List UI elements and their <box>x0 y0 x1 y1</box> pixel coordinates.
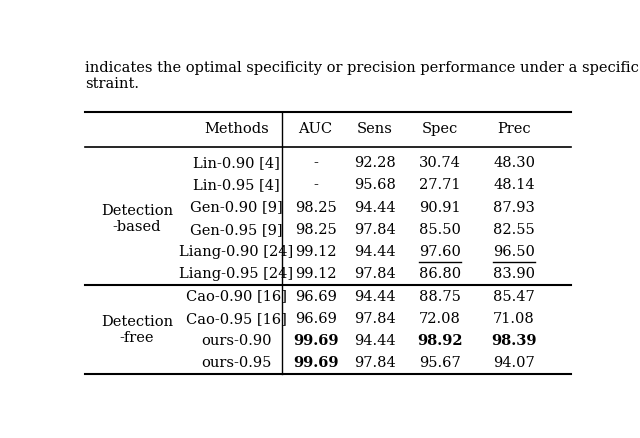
Text: 30.74: 30.74 <box>419 156 461 170</box>
Text: Liang-0.95 [24]: Liang-0.95 [24] <box>179 267 293 281</box>
Text: Prec: Prec <box>497 123 531 137</box>
Text: Lin-0.90 [4]: Lin-0.90 [4] <box>193 156 280 170</box>
Text: 97.84: 97.84 <box>355 312 396 326</box>
Text: 95.68: 95.68 <box>354 178 396 192</box>
Text: 97.84: 97.84 <box>355 357 396 371</box>
Text: 94.44: 94.44 <box>355 334 396 348</box>
Text: Liang-0.90 [24]: Liang-0.90 [24] <box>179 245 293 259</box>
Text: Sens: Sens <box>357 123 393 137</box>
Text: 94.44: 94.44 <box>355 245 396 259</box>
Text: 85.50: 85.50 <box>419 223 461 237</box>
Text: 88.75: 88.75 <box>419 290 461 304</box>
Text: Spec: Spec <box>422 123 458 137</box>
Text: Gen-0.90 [9]: Gen-0.90 [9] <box>190 201 283 215</box>
Text: 86.80: 86.80 <box>419 267 461 281</box>
Text: 98.25: 98.25 <box>295 201 337 215</box>
Text: 99.69: 99.69 <box>293 334 339 348</box>
Text: 99.12: 99.12 <box>295 245 337 259</box>
Text: 99.12: 99.12 <box>295 267 337 281</box>
Text: 97.84: 97.84 <box>355 267 396 281</box>
Text: 48.30: 48.30 <box>493 156 535 170</box>
Text: Detection
-free: Detection -free <box>101 315 173 345</box>
Text: Lin-0.95 [4]: Lin-0.95 [4] <box>193 178 280 192</box>
Text: 98.92: 98.92 <box>417 334 463 348</box>
Text: Methods: Methods <box>204 123 269 137</box>
Text: 95.67: 95.67 <box>419 357 460 371</box>
Text: 83.90: 83.90 <box>493 267 535 281</box>
Text: Cao-0.95 [16]: Cao-0.95 [16] <box>186 312 287 326</box>
Text: 48.14: 48.14 <box>493 178 535 192</box>
Text: indicates the optimal specificity or precision performance under a specific con-: indicates the optimal specificity or pre… <box>85 61 640 91</box>
Text: 98.39: 98.39 <box>492 334 537 348</box>
Text: 99.69: 99.69 <box>293 357 339 371</box>
Text: 96.50: 96.50 <box>493 245 535 259</box>
Text: 85.47: 85.47 <box>493 290 535 304</box>
Text: 97.84: 97.84 <box>355 223 396 237</box>
Text: AUC: AUC <box>298 123 333 137</box>
Text: 92.28: 92.28 <box>355 156 396 170</box>
Text: ours-0.95: ours-0.95 <box>201 357 271 371</box>
Text: 72.08: 72.08 <box>419 312 461 326</box>
Text: ours-0.90: ours-0.90 <box>201 334 271 348</box>
Text: Cao-0.90 [16]: Cao-0.90 [16] <box>186 290 287 304</box>
Text: 98.25: 98.25 <box>295 223 337 237</box>
Text: -: - <box>313 178 318 192</box>
Text: 27.71: 27.71 <box>419 178 460 192</box>
Text: 96.69: 96.69 <box>294 290 337 304</box>
Text: 82.55: 82.55 <box>493 223 535 237</box>
Text: Gen-0.95 [9]: Gen-0.95 [9] <box>190 223 282 237</box>
Text: Detection
-based: Detection -based <box>101 204 173 234</box>
Text: 94.44: 94.44 <box>355 290 396 304</box>
Text: 71.08: 71.08 <box>493 312 535 326</box>
Text: 96.69: 96.69 <box>294 312 337 326</box>
Text: 97.60: 97.60 <box>419 245 461 259</box>
Text: 87.93: 87.93 <box>493 201 535 215</box>
Text: 90.91: 90.91 <box>419 201 460 215</box>
Text: -: - <box>313 156 318 170</box>
Text: 94.44: 94.44 <box>355 201 396 215</box>
Text: 94.07: 94.07 <box>493 357 535 371</box>
